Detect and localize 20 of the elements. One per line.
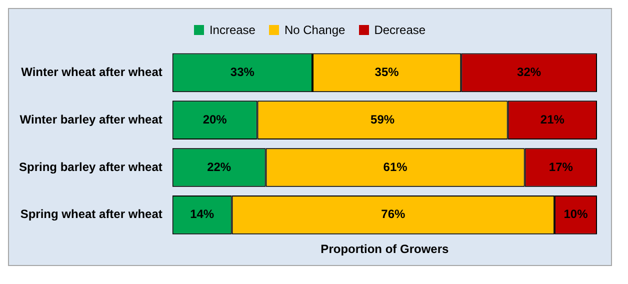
data-label: 33% (230, 65, 255, 80)
x-axis-title: Proportion of Growers (320, 242, 450, 256)
data-label: 20% (202, 112, 228, 126)
data-label: 21% (540, 112, 565, 126)
y-tick-label: Winter wheat after wheat (21, 65, 162, 80)
legend-label: No Change (284, 23, 346, 37)
data-label: 14% (190, 207, 214, 222)
data-label: 59% (370, 112, 395, 126)
data-label: 61% (383, 160, 408, 174)
legend-label: Increase (209, 23, 256, 37)
data-label: 17% (548, 160, 574, 174)
data-label: 22% (207, 160, 232, 174)
data-label: 76% (381, 207, 406, 222)
data-label: 35% (374, 65, 400, 80)
y-tick-label: Spring wheat after wheat (20, 207, 162, 222)
y-tick-label: Winter barley after wheat (20, 112, 162, 126)
data-label: 32% (517, 65, 542, 80)
data-label: 10% (564, 207, 588, 222)
legend-label: Decrease (374, 23, 426, 37)
y-tick-label: Spring barley after wheat (19, 160, 162, 174)
